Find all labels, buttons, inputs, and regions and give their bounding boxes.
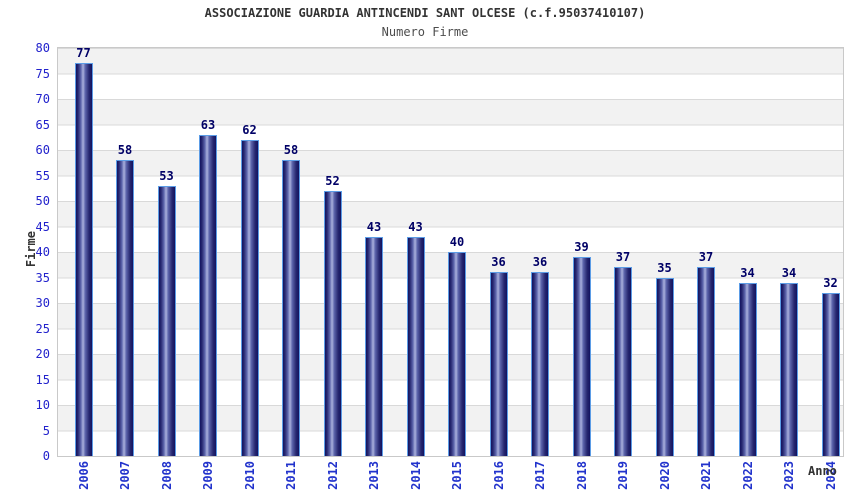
bar-value-label: 32 [823, 275, 838, 290]
y-tick-label: 65 [35, 117, 50, 132]
bar-value-label: 39 [574, 240, 589, 255]
bar-value-label: 52 [325, 173, 340, 188]
bar-value-label: 58 [283, 143, 299, 158]
bar-2022 [738, 282, 757, 456]
bar-2024 [821, 292, 840, 456]
y-tick-label: 45 [35, 219, 50, 234]
bar-2008 [157, 185, 176, 456]
bar-2015 [448, 252, 466, 456]
plot-area [57, 47, 844, 457]
bar-value-label: 37 [615, 250, 631, 265]
bar-value-label: 36 [491, 255, 506, 270]
y-tick-label: 70 [35, 92, 50, 106]
x-tick-label: 2021 [699, 461, 713, 490]
bar-2023 [780, 282, 798, 456]
x-tick-label: 2010 [242, 461, 257, 490]
x-tick-label: 2022 [740, 461, 755, 490]
x-tick-label: 2007 [118, 461, 132, 490]
y-tick-label: 35 [35, 270, 50, 285]
bar-value-label: 63 [200, 117, 216, 132]
x-tick-label: 2012 [325, 461, 340, 490]
bar-value-label: 43 [408, 219, 423, 234]
bar-2018 [572, 257, 591, 456]
bar-2007 [116, 160, 134, 456]
bar-2017 [531, 272, 549, 456]
bar-value-label: 43 [366, 219, 382, 234]
x-tick-label: 2020 [657, 461, 672, 490]
bar-2011 [282, 160, 300, 456]
x-tick-label: 2006 [76, 461, 91, 490]
bar-value-label: 58 [117, 143, 133, 158]
bar-value-label: 62 [242, 122, 257, 137]
x-tick-label: 2017 [533, 461, 547, 490]
y-tick-label: 5 [42, 423, 50, 438]
bar-2021 [697, 267, 715, 456]
x-tick-label: 2011 [284, 461, 298, 490]
bar-2014 [406, 236, 425, 456]
bar-value-label: 34 [740, 265, 755, 280]
x-tick-label: 2023 [782, 461, 796, 490]
bar-value-label: 34 [781, 265, 797, 280]
chart-subtitle: Numero Firme [381, 25, 469, 39]
y-tick-label: 0 [42, 449, 50, 463]
x-tick-label: 2008 [159, 461, 174, 490]
y-tick-label: 60 [35, 143, 50, 157]
bar-value-label: 40 [449, 235, 465, 249]
y-tick-label: 25 [35, 321, 50, 336]
x-tick-label: 2014 [408, 461, 423, 490]
x-tick-label: 2018 [574, 461, 589, 490]
y-tick-label: 50 [35, 194, 50, 208]
y-tick-label: 20 [35, 347, 50, 361]
bar-2019 [614, 267, 632, 456]
bar-2010 [240, 139, 259, 456]
bar-value-label: 37 [698, 250, 714, 265]
x-tick-label: 2015 [450, 461, 464, 490]
y-tick-label: 80 [35, 41, 50, 55]
bar-2020 [655, 277, 674, 456]
bar-2006 [74, 63, 93, 456]
bar-value-label: 53 [159, 168, 174, 183]
y-tick-label: 40 [35, 245, 50, 259]
x-tick-label: 2013 [367, 461, 381, 490]
x-axis-title: Anno [808, 464, 837, 478]
y-tick-label: 75 [35, 66, 50, 81]
bar-2009 [199, 134, 217, 456]
bar-value-label: 36 [532, 255, 548, 270]
bar-2012 [323, 190, 342, 456]
y-tick-label: 30 [35, 296, 50, 310]
x-tick-label: 2019 [616, 461, 630, 490]
y-tick-label: 15 [35, 372, 50, 387]
y-tick-label: 55 [35, 168, 50, 183]
bar-value-label: 35 [657, 260, 672, 275]
chart-title: ASSOCIAZIONE GUARDIA ANTINCENDI SANT OLC… [204, 6, 646, 20]
x-tick-label: 2009 [201, 461, 215, 490]
bar-value-label: 77 [76, 46, 91, 61]
bar-2016 [489, 272, 508, 456]
bar-2013 [365, 236, 383, 456]
x-tick-label: 2016 [491, 461, 506, 490]
y-tick-label: 10 [35, 398, 50, 412]
